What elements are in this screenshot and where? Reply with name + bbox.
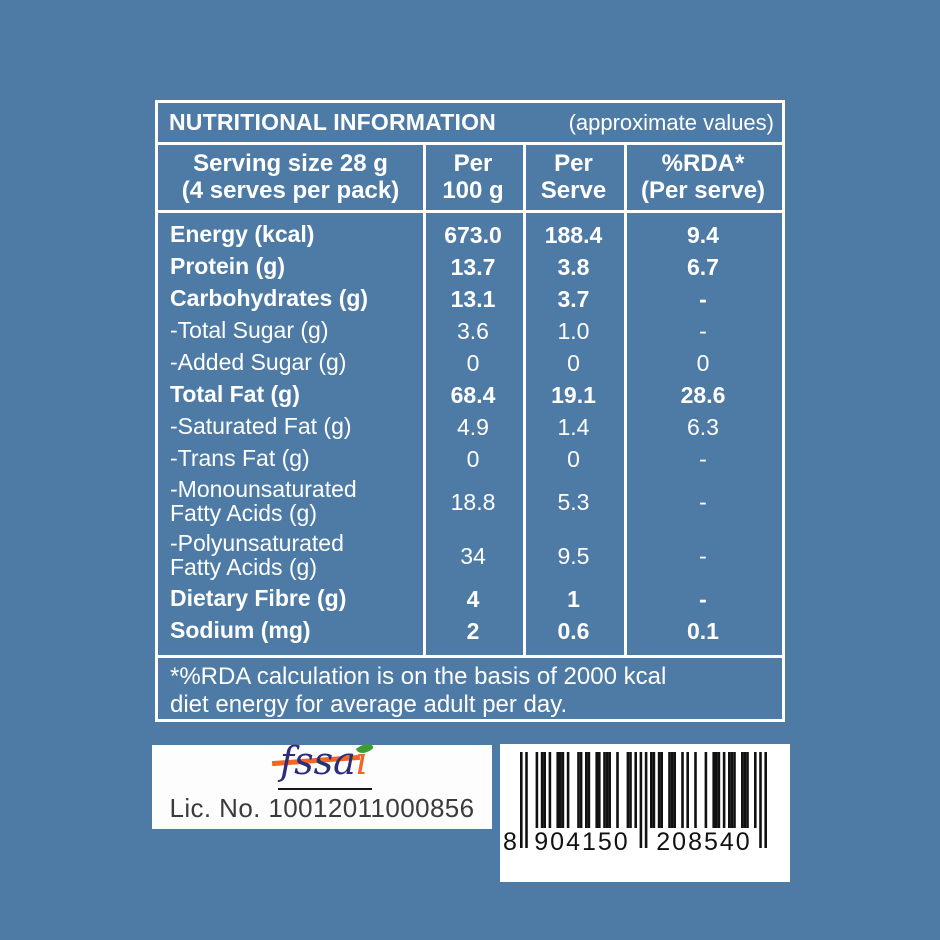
rda-footnote: *%RDA calculation is on the basis of 200… — [158, 655, 782, 719]
value-per-serve: 9.5 — [557, 542, 590, 569]
column-divider — [624, 145, 627, 655]
fssai-license-number: Lic. No. 10012011000856 — [169, 793, 475, 823]
row-label: -Trans Fat (g) — [170, 445, 310, 472]
table-row: -Monounsaturated Fatty Acids (g) 18.8 5.3 - — [158, 475, 782, 529]
value-rda: - — [699, 285, 707, 312]
table-row: Carbohydrates (g) 13.1 3.7 - — [158, 283, 782, 315]
table-row: Protein (g) 13.7 3.8 6.7 — [158, 251, 782, 283]
value-per-serve: 1 — [567, 585, 580, 612]
header-per-100g: Per 100 g — [442, 149, 504, 204]
value-per-100g: 2 — [466, 617, 480, 644]
value-per-serve: 3.7 — [557, 285, 590, 312]
value-per-100g: 68.4 — [450, 381, 496, 408]
value-per-serve: 0 — [567, 349, 580, 376]
table-title-note: (approximate values) — [568, 109, 774, 135]
table-row: -Total Sugar (g) 3.6 1.0 - — [158, 315, 782, 347]
table-row: Sodium (mg) 2 0.6 0.1 — [158, 615, 782, 647]
value-rda: - — [699, 317, 707, 344]
table-row: -Trans Fat (g) 0 0 - — [158, 443, 782, 475]
row-label: -Saturated Fat (g) — [170, 413, 352, 440]
value-per-100g: 0 — [466, 445, 480, 472]
column-divider — [523, 145, 526, 655]
table-row: -Added Sugar (g) 0 0 0 — [158, 347, 782, 379]
table-row: Total Fat (g) 68.4 19.1 28.6 — [158, 379, 782, 411]
table-title-row: NUTRITIONAL INFORMATION (approximate val… — [158, 103, 782, 145]
table-row: -Saturated Fat (g) 4.9 1.4 6.3 — [158, 411, 782, 443]
value-rda: 28.6 — [680, 381, 726, 408]
fssai-logo: fssai — [270, 739, 390, 796]
value-rda: - — [699, 488, 707, 515]
value-rda: - — [699, 585, 707, 612]
barcode: 8 904150 208540 — [500, 744, 790, 882]
table-row: Energy (kcal) 673.0 188.4 9.4 — [158, 219, 782, 251]
value-per-100g: 0 — [466, 349, 480, 376]
row-label: -Total Sugar (g) — [170, 317, 329, 344]
header-rda: %RDA* (Per serve) — [640, 149, 766, 204]
value-rda: 0 — [696, 349, 710, 376]
row-label: Total Fat (g) — [170, 381, 300, 408]
nutrition-rows: Energy (kcal) 673.0 188.4 9.4 Protein (g) 13.… — [158, 213, 782, 647]
fssai-wordmark: fssai — [280, 739, 368, 785]
barcode-digit-first: 8 — [503, 828, 517, 856]
row-label: Carbohydrates (g) — [170, 285, 369, 312]
value-rda: - — [699, 542, 707, 569]
value-per-serve: 3.8 — [557, 253, 590, 280]
table-row: -Polyunsaturated Fatty Acids (g) 34 9.5 - — [158, 529, 782, 583]
value-per-serve: 1.4 — [557, 413, 590, 440]
row-label: Sodium (mg) — [170, 617, 311, 644]
nutrition-table: NUTRITIONAL INFORMATION (approximate val… — [155, 100, 785, 722]
value-rda: 6.7 — [687, 253, 719, 280]
value-per-100g: 13.7 — [450, 253, 496, 280]
value-per-100g: 3.6 — [457, 317, 489, 344]
value-per-100g: 673.0 — [444, 221, 502, 248]
table-title: NUTRITIONAL INFORMATION — [169, 109, 496, 135]
value-rda: - — [699, 445, 707, 472]
row-label: Energy (kcal) — [170, 221, 315, 248]
value-per-serve: 19.1 — [551, 381, 596, 408]
value-per-100g: 18.8 — [450, 488, 496, 515]
value-per-100g: 4 — [466, 585, 480, 612]
value-per-100g: 4.9 — [457, 413, 489, 440]
row-label: -Added Sugar (g) — [170, 349, 347, 376]
fssai-logo-underline — [278, 788, 372, 790]
row-label: Dietary Fibre (g) — [170, 585, 347, 612]
value-per-serve: 0.6 — [557, 617, 590, 644]
row-label: Protein (g) — [170, 253, 285, 280]
value-per-serve: 0 — [567, 445, 580, 472]
header-serving-size: Serving size 28 g (4 serves per pack) — [181, 149, 400, 204]
value-rda: 6.3 — [687, 413, 719, 440]
table-header-row: Serving size 28 g (4 serves per pack) Pe… — [158, 145, 782, 213]
value-rda: 0.1 — [687, 617, 719, 644]
value-per-100g: 34 — [460, 542, 486, 569]
value-per-serve: 188.4 — [544, 221, 603, 248]
value-rda: 9.4 — [687, 221, 719, 248]
header-per-serve: Per Serve — [540, 149, 607, 204]
row-label: -Polyunsaturated Fatty Acids (g) — [170, 530, 344, 580]
barcode-digits-right-group: 208540 — [656, 828, 752, 856]
row-label: -Monounsaturated Fatty Acids (g) — [170, 476, 357, 526]
value-per-100g: 13.1 — [450, 285, 496, 312]
value-per-serve: 1.0 — [557, 317, 590, 344]
barcode-bars — [520, 752, 767, 856]
column-divider — [423, 145, 426, 655]
table-row: Dietary Fibre (g) 4 1 - — [158, 583, 782, 615]
value-per-serve: 5.3 — [557, 488, 590, 515]
barcode-digits-left-group: 904150 — [534, 828, 630, 856]
fssai-wordmark-fssa: fssa — [280, 739, 356, 783]
fssai-license-box: fssai Lic. No. 10012011000856 — [152, 739, 492, 829]
